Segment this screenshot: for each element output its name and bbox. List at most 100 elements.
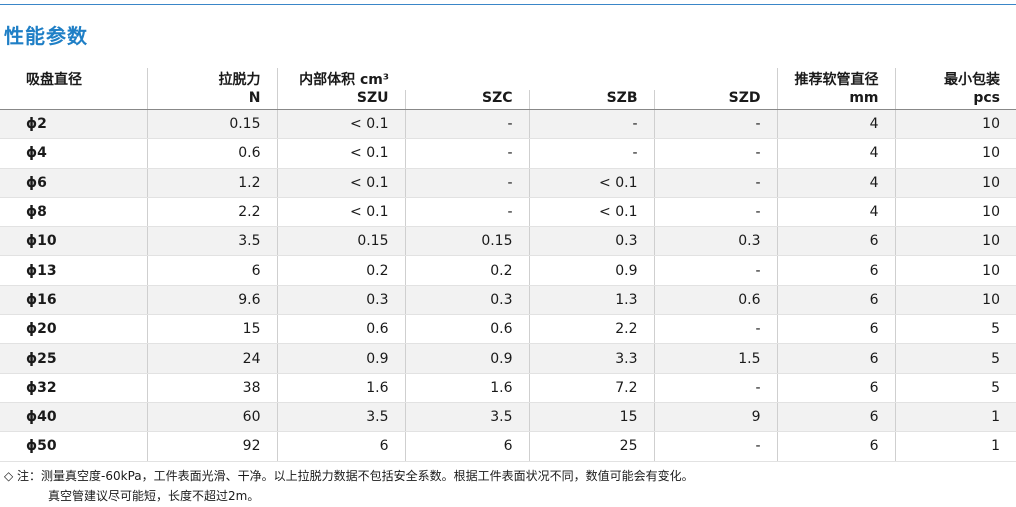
header-hose-unit: mm bbox=[777, 90, 896, 110]
table-cell: - bbox=[654, 255, 778, 286]
table-cell: ϕ2 bbox=[0, 109, 148, 140]
table-cell: 15 bbox=[147, 314, 278, 345]
table-cell: 9.6 bbox=[147, 285, 278, 316]
table-cell: ϕ25 bbox=[0, 343, 148, 374]
table-row: ϕ10 3.5 0.15 0.15 0.3 0.3 6 10 bbox=[0, 226, 1016, 257]
table-cell: 0.15 bbox=[147, 109, 278, 140]
table-cell: 0.3 bbox=[529, 226, 655, 257]
table-cell: 0.6 bbox=[147, 138, 278, 169]
header-pull-force: 拉脱力 bbox=[147, 68, 278, 90]
table-cell: - bbox=[405, 109, 530, 140]
table-cell: 1.3 bbox=[529, 285, 655, 316]
table-cell: 6 bbox=[777, 343, 896, 374]
table-cell: 10 bbox=[895, 138, 1016, 169]
table-cell: 1 bbox=[895, 431, 1016, 462]
table-cell: 10 bbox=[895, 285, 1016, 316]
table-cell: 0.6 bbox=[405, 314, 530, 345]
header-internal-volume: 内部体积 cm³ bbox=[299, 72, 389, 88]
section-title: 性能参数 bbox=[4, 24, 88, 48]
table-cell: 3.5 bbox=[405, 402, 530, 433]
table-cell: 0.9 bbox=[405, 343, 530, 374]
table-row: ϕ16 9.6 0.3 0.3 1.3 0.6 6 10 bbox=[0, 285, 1016, 316]
table-cell: 6 bbox=[777, 373, 896, 403]
table-cell: 92 bbox=[147, 431, 278, 462]
table-cell: ϕ32 bbox=[0, 373, 148, 403]
table-cell: ϕ20 bbox=[0, 314, 148, 345]
table-cell: 10 bbox=[895, 197, 1016, 228]
header-package-unit: pcs bbox=[895, 90, 1016, 110]
table-cell: 0.2 bbox=[405, 255, 530, 286]
table-cell: 0.3 bbox=[654, 226, 778, 257]
table-cell: - bbox=[654, 373, 778, 403]
table-cell: 1.2 bbox=[147, 168, 278, 198]
table-cell: 38 bbox=[147, 373, 278, 403]
table-cell: 6 bbox=[777, 402, 896, 433]
table-cell: 4 bbox=[777, 109, 896, 140]
table-cell: 0.3 bbox=[277, 285, 406, 316]
table-cell: - bbox=[654, 138, 778, 169]
table-cell: ϕ16 bbox=[0, 285, 148, 316]
table-cell: 25 bbox=[529, 431, 655, 462]
header-szu: SZU bbox=[277, 90, 406, 110]
table-cell: - bbox=[654, 168, 778, 198]
table-cell: 3.5 bbox=[277, 402, 406, 433]
table-cell: 0.9 bbox=[529, 255, 655, 286]
table-row: ϕ2 0.15 < 0.1- - -4 10 bbox=[0, 109, 1016, 140]
table-cell: 3.3 bbox=[529, 343, 655, 374]
table-cell: ϕ4 bbox=[0, 138, 148, 169]
header-pull-force-unit: N bbox=[147, 90, 278, 110]
table-cell: 6 bbox=[777, 226, 896, 257]
table-cell: - bbox=[405, 197, 530, 228]
table-cell: 0.9 bbox=[277, 343, 406, 374]
table-cell: 5 bbox=[895, 343, 1016, 374]
table-cell: 1.6 bbox=[405, 373, 530, 403]
table-cell: 0.15 bbox=[405, 226, 530, 257]
table-cell: - bbox=[405, 138, 530, 169]
header-szd: SZD bbox=[654, 90, 778, 110]
table-cell: 5 bbox=[895, 373, 1016, 403]
table-row: ϕ32 38 1.6 1.6 7.2-6 5 bbox=[0, 373, 1016, 403]
table-cell: 5 bbox=[895, 314, 1016, 345]
table-cell: 0.15 bbox=[277, 226, 406, 257]
table-cell: 7.2 bbox=[529, 373, 655, 403]
table-cell: 0.6 bbox=[654, 285, 778, 316]
table-cell: < 0.1 bbox=[529, 197, 655, 228]
header-hose-diameter: 推荐软管直径 bbox=[777, 68, 896, 90]
table-cell: 6 bbox=[777, 314, 896, 345]
table-cell: 3.5 bbox=[147, 226, 278, 257]
table-cell: 6 bbox=[777, 285, 896, 316]
footnote-line-1: ◇ 注：测量真空度-60kPa，工件表面光滑、干净。以上拉脱力数据不包括安全系数… bbox=[4, 469, 694, 483]
table-cell: ϕ6 bbox=[0, 168, 148, 198]
table-cell: 24 bbox=[147, 343, 278, 374]
table-cell: - bbox=[654, 109, 778, 140]
header-min-package: 最小包装 bbox=[944, 72, 1000, 88]
table-cell: 2.2 bbox=[529, 314, 655, 345]
header-szc: SZC bbox=[405, 90, 530, 110]
table-cell: 2.2 bbox=[147, 197, 278, 228]
table-cell: < 0.1 bbox=[277, 138, 406, 169]
table-cell: 1.6 bbox=[277, 373, 406, 403]
table-cell: ϕ10 bbox=[0, 226, 148, 257]
header-szb: SZB bbox=[529, 90, 655, 110]
table-cell: 1 bbox=[895, 402, 1016, 433]
table-cell: 6 bbox=[277, 431, 406, 462]
table-cell: 6 bbox=[777, 255, 896, 286]
table-cell: - bbox=[654, 314, 778, 345]
table-cell: ϕ8 bbox=[0, 197, 148, 228]
table-row: ϕ6 1.2 < 0.1- < 0.1-4 10 bbox=[0, 168, 1016, 198]
table-cell: - bbox=[529, 138, 655, 169]
table-row: ϕ13 6 0.2 0.2 0.9-6 10 bbox=[0, 255, 1016, 286]
table-row: ϕ20 15 0.6 0.6 2.2-6 5 bbox=[0, 314, 1016, 345]
table-cell: ϕ50 bbox=[0, 431, 148, 462]
table-cell: 4 bbox=[777, 168, 896, 198]
table-cell: ϕ13 bbox=[0, 255, 148, 286]
table-cell: ϕ40 bbox=[0, 402, 148, 433]
table-row: ϕ50 92 6 6 25-6 1 bbox=[0, 431, 1016, 462]
table-cell: - bbox=[654, 431, 778, 462]
top-divider bbox=[0, 4, 1016, 5]
table-cell: 0.6 bbox=[277, 314, 406, 345]
table-cell: 0.3 bbox=[405, 285, 530, 316]
table-cell: 10 bbox=[895, 109, 1016, 140]
table-cell: 1.5 bbox=[654, 343, 778, 374]
table-cell: 15 bbox=[529, 402, 655, 433]
